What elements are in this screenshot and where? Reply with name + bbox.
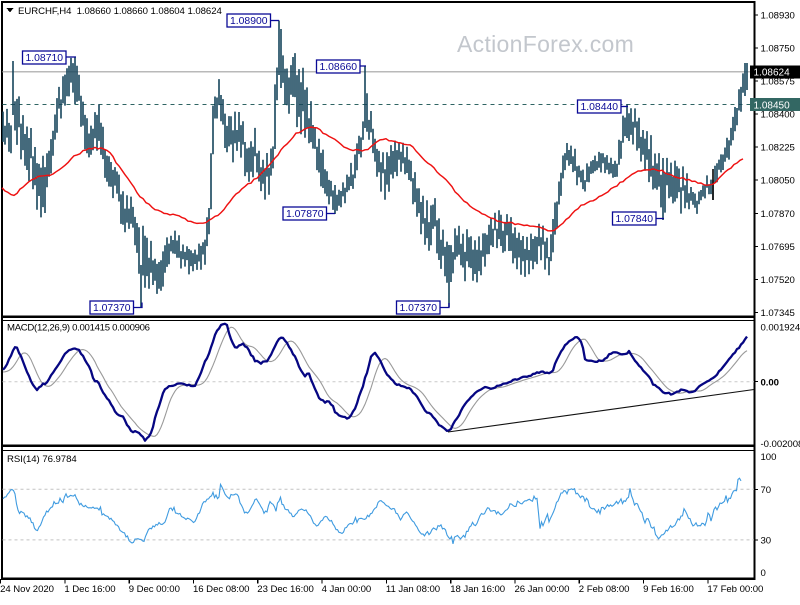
svg-text:1.08225: 1.08225 <box>761 143 795 154</box>
svg-text:-0.002008: -0.002008 <box>761 439 800 450</box>
svg-text:1.08710: 1.08710 <box>25 53 63 64</box>
svg-text:EURCHF,H4 1.08660 1.08660 1.0: EURCHF,H4 1.08660 1.08660 1.08604 1.0862… <box>18 6 222 17</box>
svg-text:1.08400: 1.08400 <box>761 110 795 121</box>
svg-text:1.07870: 1.07870 <box>286 209 324 220</box>
svg-text:0: 0 <box>761 568 766 579</box>
svg-text:1.08440: 1.08440 <box>580 102 618 113</box>
svg-text:1.07370: 1.07370 <box>93 303 131 314</box>
svg-text:ActionForex.com: ActionForex.com <box>457 31 634 57</box>
svg-text:9 Dec 00:00: 9 Dec 00:00 <box>129 584 180 595</box>
svg-text:4 Jan 00:00: 4 Jan 00:00 <box>322 584 372 595</box>
svg-text:1.07695: 1.07695 <box>761 242 795 253</box>
svg-text:24 Nov 2020: 24 Nov 2020 <box>0 584 54 595</box>
svg-text:1.08900: 1.08900 <box>230 16 268 27</box>
svg-text:RSI(14) 76.9784: RSI(14) 76.9784 <box>7 454 77 465</box>
svg-text:26 Jan 00:00: 26 Jan 00:00 <box>515 584 570 595</box>
svg-text:70: 70 <box>761 485 772 496</box>
svg-text:1.07840: 1.07840 <box>615 214 653 225</box>
svg-text:9 Feb 16:00: 9 Feb 16:00 <box>643 584 694 595</box>
svg-text:1.07345: 1.07345 <box>761 308 795 319</box>
svg-text:17 Feb 00:00: 17 Feb 00:00 <box>707 584 763 595</box>
svg-text:16 Dec 08:00: 16 Dec 08:00 <box>193 584 249 595</box>
svg-text:1 Dec 16:00: 1 Dec 16:00 <box>64 584 115 595</box>
svg-text:1.08624: 1.08624 <box>754 68 791 79</box>
svg-text:30: 30 <box>761 536 772 547</box>
svg-text:18 Jan 16:00: 18 Jan 16:00 <box>450 584 505 595</box>
svg-text:1.08450: 1.08450 <box>754 100 791 111</box>
svg-text:0.001924: 0.001924 <box>761 323 800 334</box>
svg-text:100: 100 <box>761 452 777 463</box>
svg-text:11 Jan 08:00: 11 Jan 08:00 <box>386 584 440 595</box>
svg-text:1.08660: 1.08660 <box>319 62 357 73</box>
svg-text:MACD(12,26,9) 0.001415 0.00090: MACD(12,26,9) 0.001415 0.000906 <box>7 323 150 334</box>
svg-text:1.08050: 1.08050 <box>761 176 795 187</box>
svg-text:1.07520: 1.07520 <box>761 275 795 286</box>
svg-text:1.07370: 1.07370 <box>399 303 437 314</box>
svg-text:1.07870: 1.07870 <box>761 209 795 220</box>
svg-text:2 Feb 08:00: 2 Feb 08:00 <box>579 584 630 595</box>
svg-text:1.08750: 1.08750 <box>761 44 795 55</box>
svg-text:1.08930: 1.08930 <box>761 11 795 22</box>
svg-text:23 Dec 16:00: 23 Dec 16:00 <box>257 584 313 595</box>
svg-text:0.00: 0.00 <box>761 377 779 388</box>
